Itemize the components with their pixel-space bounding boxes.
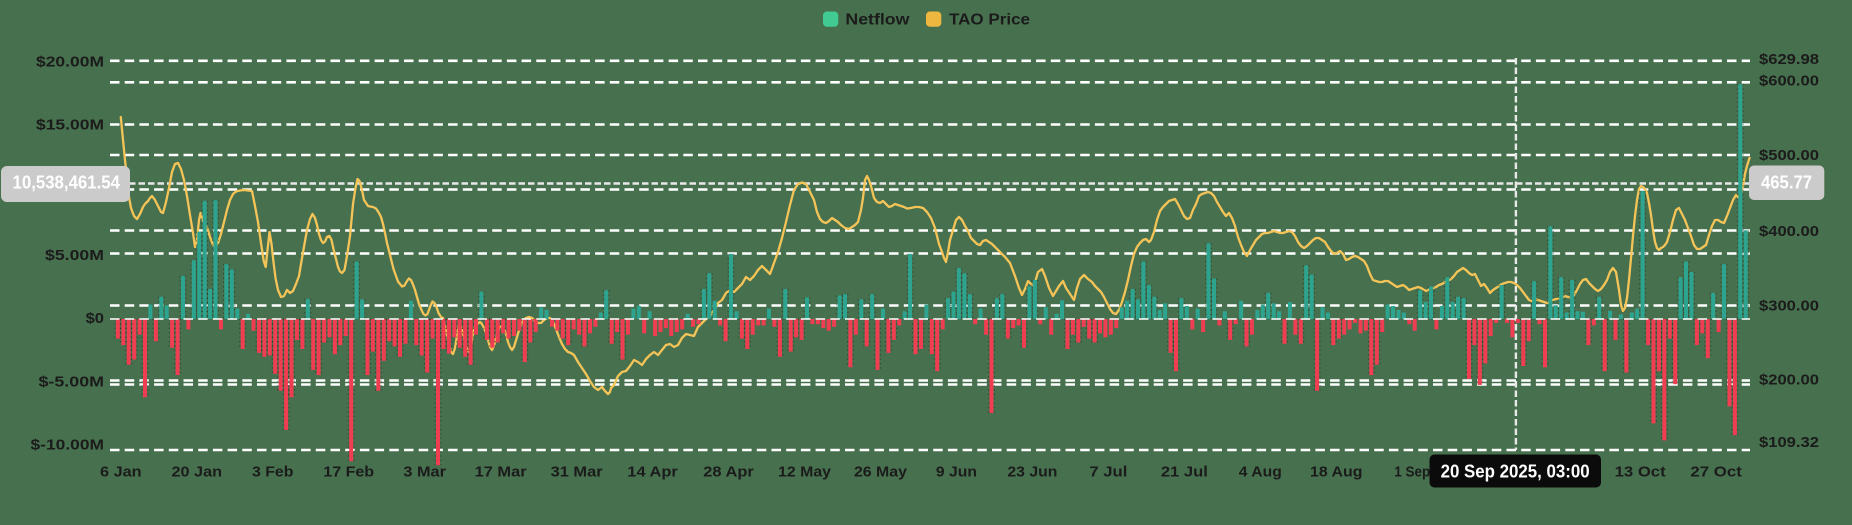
svg-text:28 Apr: 28 Apr: [703, 463, 754, 480]
svg-text:18 Aug: 18 Aug: [1310, 463, 1363, 480]
svg-text:$0: $0: [86, 310, 104, 327]
svg-text:7 Jul: 7 Jul: [1089, 463, 1127, 480]
svg-text:17 Mar: 17 Mar: [475, 463, 527, 480]
svg-text:14 Apr: 14 Apr: [627, 463, 678, 480]
svg-text:$109.32: $109.32: [1759, 434, 1819, 451]
svg-text:27 Oct: 27 Oct: [1690, 463, 1741, 480]
svg-text:$-5.00M: $-5.00M: [39, 373, 105, 390]
svg-text:10,538,461.54: 10,538,461.54: [13, 173, 121, 193]
svg-text:465.77: 465.77: [1761, 173, 1812, 193]
svg-text:17 Feb: 17 Feb: [323, 463, 374, 480]
svg-text:6 Jan: 6 Jan: [100, 463, 142, 480]
svg-text:4 Aug: 4 Aug: [1239, 463, 1282, 480]
svg-text:$500.00: $500.00: [1759, 147, 1819, 164]
svg-text:9 Jun: 9 Jun: [936, 463, 977, 480]
svg-text:$5.00M: $5.00M: [45, 247, 104, 264]
svg-text:$20.00M: $20.00M: [36, 53, 104, 70]
svg-text:$400.00: $400.00: [1759, 223, 1819, 240]
svg-text:12 May: 12 May: [778, 463, 832, 480]
svg-text:Netflow: Netflow: [845, 12, 910, 29]
svg-text:23 Jun: 23 Jun: [1007, 463, 1057, 480]
svg-text:13 Oct: 13 Oct: [1615, 463, 1666, 480]
svg-text:$600.00: $600.00: [1759, 73, 1819, 90]
svg-text:3 Feb: 3 Feb: [252, 463, 293, 480]
svg-text:20 Jan: 20 Jan: [171, 463, 222, 480]
svg-text:3 Mar: 3 Mar: [403, 463, 446, 480]
svg-text:31 Mar: 31 Mar: [551, 463, 603, 480]
svg-text:TAO Price: TAO Price: [949, 12, 1030, 29]
svg-text:$200.00: $200.00: [1759, 372, 1819, 389]
svg-text:$300.00: $300.00: [1759, 297, 1819, 314]
svg-text:$-10.00M: $-10.00M: [31, 437, 105, 454]
svg-text:21 Jul: 21 Jul: [1161, 463, 1208, 480]
svg-text:$15.00M: $15.00M: [36, 117, 104, 134]
svg-text:$629.98: $629.98: [1759, 51, 1819, 68]
svg-text:20 Sep 2025, 03:00: 20 Sep 2025, 03:00: [1441, 461, 1590, 481]
svg-text:26 May: 26 May: [854, 463, 908, 480]
svg-text:1 Sep: 1 Sep: [1394, 463, 1430, 480]
